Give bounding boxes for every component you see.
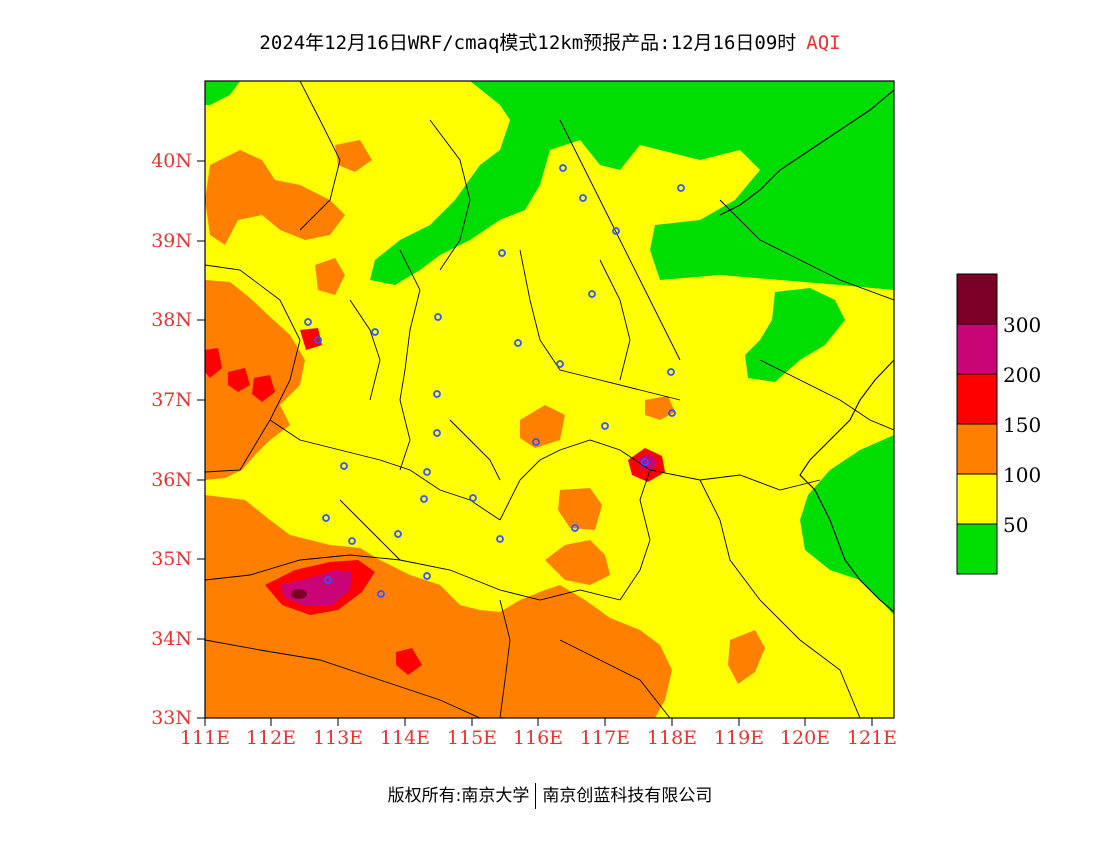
monitoring-station-icon	[420, 495, 428, 503]
monitoring-station-icon	[677, 184, 685, 192]
lon-label-121e: 121E	[846, 727, 898, 749]
title-aqi: AQI	[806, 32, 841, 54]
sensitive-area-blob-1	[520, 405, 565, 448]
legend-swatch-sensitive	[956, 423, 998, 475]
legend-colorbar	[956, 273, 998, 575]
monitoring-station-icon	[340, 462, 348, 470]
monitoring-station-icon	[377, 590, 385, 598]
monitoring-station-icon	[668, 409, 676, 417]
monitoring-station-icon	[588, 290, 596, 298]
good-area-northwest	[205, 81, 240, 105]
good-area-southeast	[800, 435, 894, 615]
monitoring-station-icon	[498, 249, 506, 257]
lat-label-34n: 34N	[151, 628, 192, 650]
lon-label-120e: 120E	[779, 727, 831, 749]
monitoring-station-icon	[433, 429, 441, 437]
lon-label-116e: 116E	[512, 727, 564, 749]
monitoring-station-icon	[559, 164, 567, 172]
hazardous-area-southwest	[291, 589, 307, 599]
sensitive-area-south	[205, 495, 672, 718]
lat-label-38n: 38N	[151, 309, 192, 331]
unhealthy-area-west-2	[228, 368, 250, 392]
sensitive-area-blob-6	[645, 396, 675, 420]
monitoring-station-icon	[433, 390, 441, 398]
sensitive-area-blob-3	[728, 630, 765, 684]
lat-label-39n: 39N	[151, 230, 192, 252]
sensitive-area-south-central	[545, 540, 610, 585]
monitoring-station-icon	[601, 422, 609, 430]
legend-label-300: 300	[1003, 313, 1042, 337]
monitoring-station-icon	[641, 458, 649, 466]
legend-label-100: 100	[1003, 463, 1042, 487]
unhealthy-area-west	[205, 348, 222, 378]
monitoring-station-icon	[612, 227, 620, 235]
monitoring-station-icon	[324, 576, 332, 584]
unhealthy-area-west-4	[300, 328, 322, 350]
lat-label-37n: 37N	[151, 389, 192, 411]
sensitive-area-northwest	[205, 150, 345, 245]
monitoring-station-icon	[371, 328, 379, 336]
chart-title: 2024年12月16日WRF/cmaq模式12km预报产品:12月16日09时 A…	[0, 28, 1100, 55]
legend-swatch-moderate	[956, 473, 998, 525]
monitoring-station-icon	[571, 524, 579, 532]
unhealthy-area-south	[396, 648, 422, 675]
map-field	[205, 81, 894, 718]
monitoring-station-icons	[304, 164, 685, 598]
monitoring-station-icon	[394, 530, 402, 538]
monitoring-station-icon	[434, 313, 442, 321]
lon-label-119e: 119E	[713, 727, 765, 749]
lon-label-112e: 112E	[245, 727, 297, 749]
lat-label-35n: 35N	[151, 548, 192, 570]
legend-swatch-hazardous	[956, 273, 998, 325]
legend-label-50: 50	[1003, 513, 1029, 537]
legend-label-200: 200	[1003, 363, 1042, 387]
monitoring-station-icon	[496, 535, 504, 543]
legend-swatch-unhealthy	[956, 373, 998, 425]
lon-label-114e: 114E	[379, 727, 431, 749]
copyright-right: 南京创蓝科技有限公司	[542, 786, 713, 806]
lon-label-111e: 111E	[179, 727, 231, 749]
lat-label-40n: 40N	[151, 150, 192, 172]
lat-label-33n: 33N	[151, 707, 192, 729]
monitoring-station-icon	[423, 572, 431, 580]
lat-label-36n: 36N	[151, 469, 192, 491]
copyright-left: 版权所有:南京大学	[387, 786, 530, 806]
good-area-north	[370, 81, 894, 290]
coastline-east	[799, 359, 894, 613]
monitoring-station-icon	[667, 368, 675, 376]
lon-label-113e: 113E	[312, 727, 364, 749]
unhealthy-area-west-3	[252, 375, 275, 402]
lon-label-117e: 117E	[579, 727, 631, 749]
good-area-mid-east	[745, 288, 845, 382]
monitoring-station-icon	[322, 514, 330, 522]
monitoring-station-icon	[348, 537, 356, 545]
title-main: 2024年12月16日WRF/cmaq模式12km预报产品:12月16日09时	[259, 32, 797, 54]
sensitive-area-blob-5	[315, 258, 345, 295]
monitoring-station-icon	[514, 339, 522, 347]
footer-separator	[535, 783, 537, 809]
monitoring-station-icon	[304, 318, 312, 326]
axis-ticks	[197, 160, 873, 726]
sensitive-area-blob-2	[558, 488, 602, 530]
legend-label-150: 150	[1003, 413, 1042, 437]
copyright-footer: 版权所有:南京大学 南京创蓝科技有限公司	[0, 781, 1100, 809]
monitoring-station-icon	[469, 494, 477, 502]
monitoring-station-icon	[532, 438, 540, 446]
monitoring-station-icon	[314, 336, 322, 344]
monitoring-station-icon	[556, 360, 564, 368]
monitoring-station-icon	[579, 194, 587, 202]
legend-swatch-good	[956, 523, 998, 575]
sensitive-area-blob-4	[335, 140, 372, 172]
lon-label-115e: 115E	[446, 727, 498, 749]
coastline	[719, 89, 894, 216]
legend-swatch-very-unhealthy	[956, 323, 998, 375]
province-boundaries	[205, 81, 894, 718]
monitoring-station-icon	[423, 468, 431, 476]
lon-label-118e: 118E	[646, 727, 698, 749]
